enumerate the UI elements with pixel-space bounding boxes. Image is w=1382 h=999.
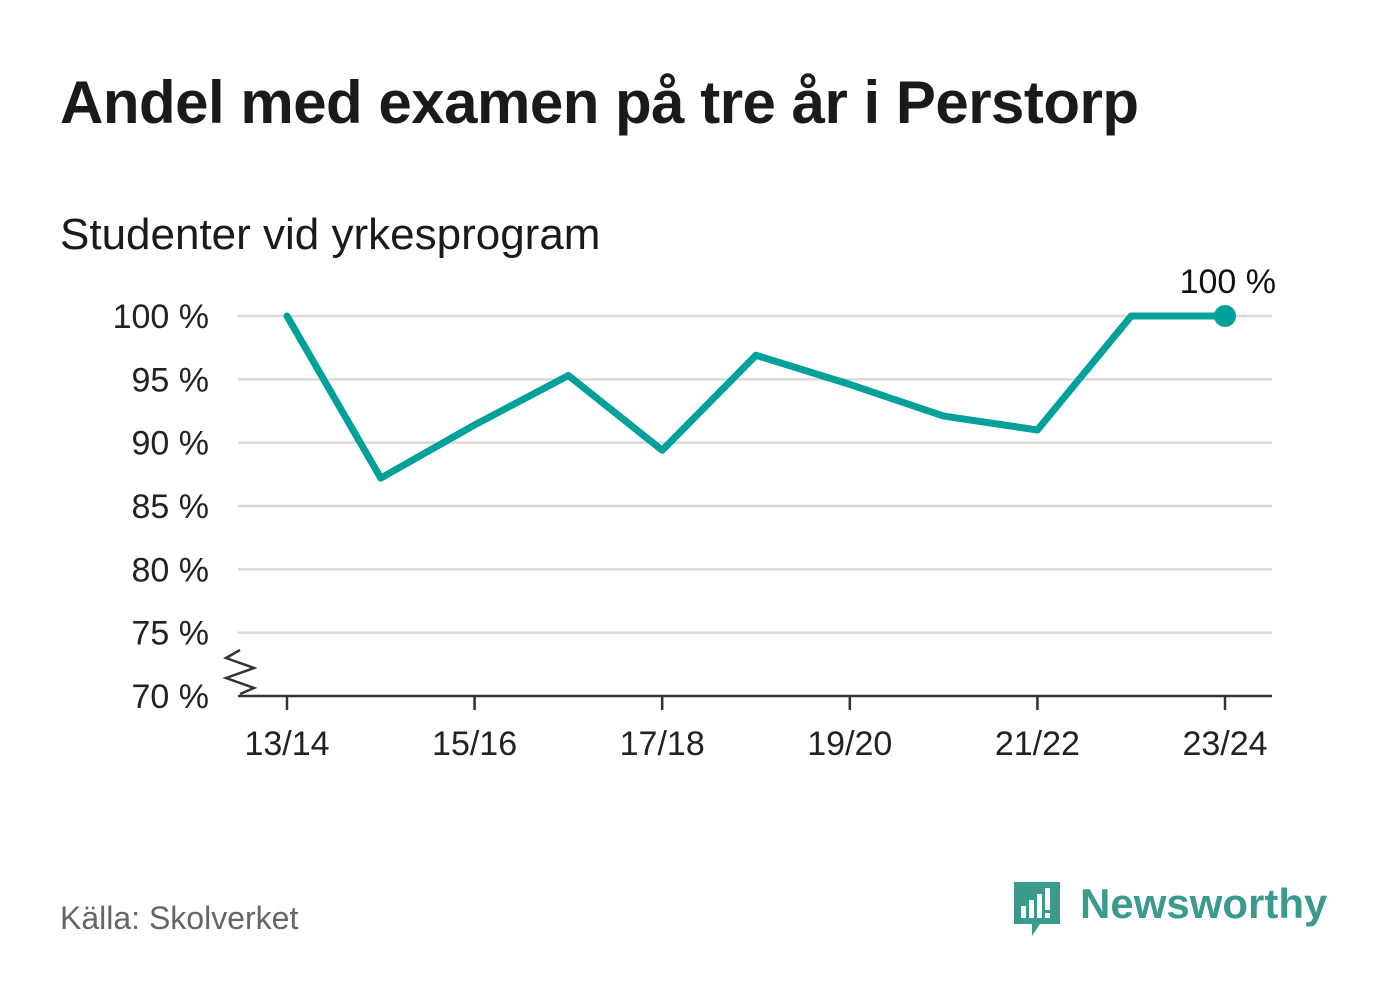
x-tick-label-23-24: 23/24: [1182, 725, 1267, 763]
y-tick-label-85: 85 %: [132, 488, 210, 526]
x-tick-label-19-20: 19/20: [807, 725, 892, 763]
last-point-marker: [1214, 305, 1236, 327]
x-tick-label-15-16: 15/16: [432, 725, 517, 763]
y-axis-ticks: 70 % 75 % 80 % 85 % 90 % 95 % 100 %: [113, 298, 209, 716]
axis-break-icon: [222, 648, 258, 696]
y-tick-label-70: 70 %: [132, 678, 210, 716]
y-tick-label-90: 90 %: [132, 425, 210, 463]
chart-subtitle: Studenter vid yrkesprogram: [60, 210, 601, 259]
gridlines: [238, 314, 1272, 634]
y-tick-label-100: 100 %: [113, 298, 209, 336]
chart-title: Andel med examen på tre år i Perstorp: [60, 69, 1139, 136]
x-tick-label-21-22: 21/22: [995, 725, 1080, 763]
series-layer: [283, 305, 1236, 482]
source-note: Källa: Skolverket: [60, 900, 299, 936]
newsworthy-icon: [1014, 882, 1060, 936]
x-tick-label-17-18: 17/18: [620, 725, 705, 763]
data-labels: 100 %: [1180, 263, 1276, 301]
last-value-label: 100 %: [1180, 263, 1276, 301]
x-axis: 13/14 15/16 17/18 19/20 21/22 23/24: [222, 648, 1272, 763]
y-tick-label-80: 80 %: [132, 551, 210, 589]
y-tick-label-95: 95 %: [132, 361, 210, 399]
brand-name: Newsworthy: [1080, 880, 1328, 927]
series-line: [283, 312, 1229, 482]
y-tick-label-75: 75 %: [132, 615, 210, 653]
newsworthy-logo: Newsworthy: [1010, 878, 1330, 942]
x-tick-label-13-14: 13/14: [244, 725, 329, 763]
